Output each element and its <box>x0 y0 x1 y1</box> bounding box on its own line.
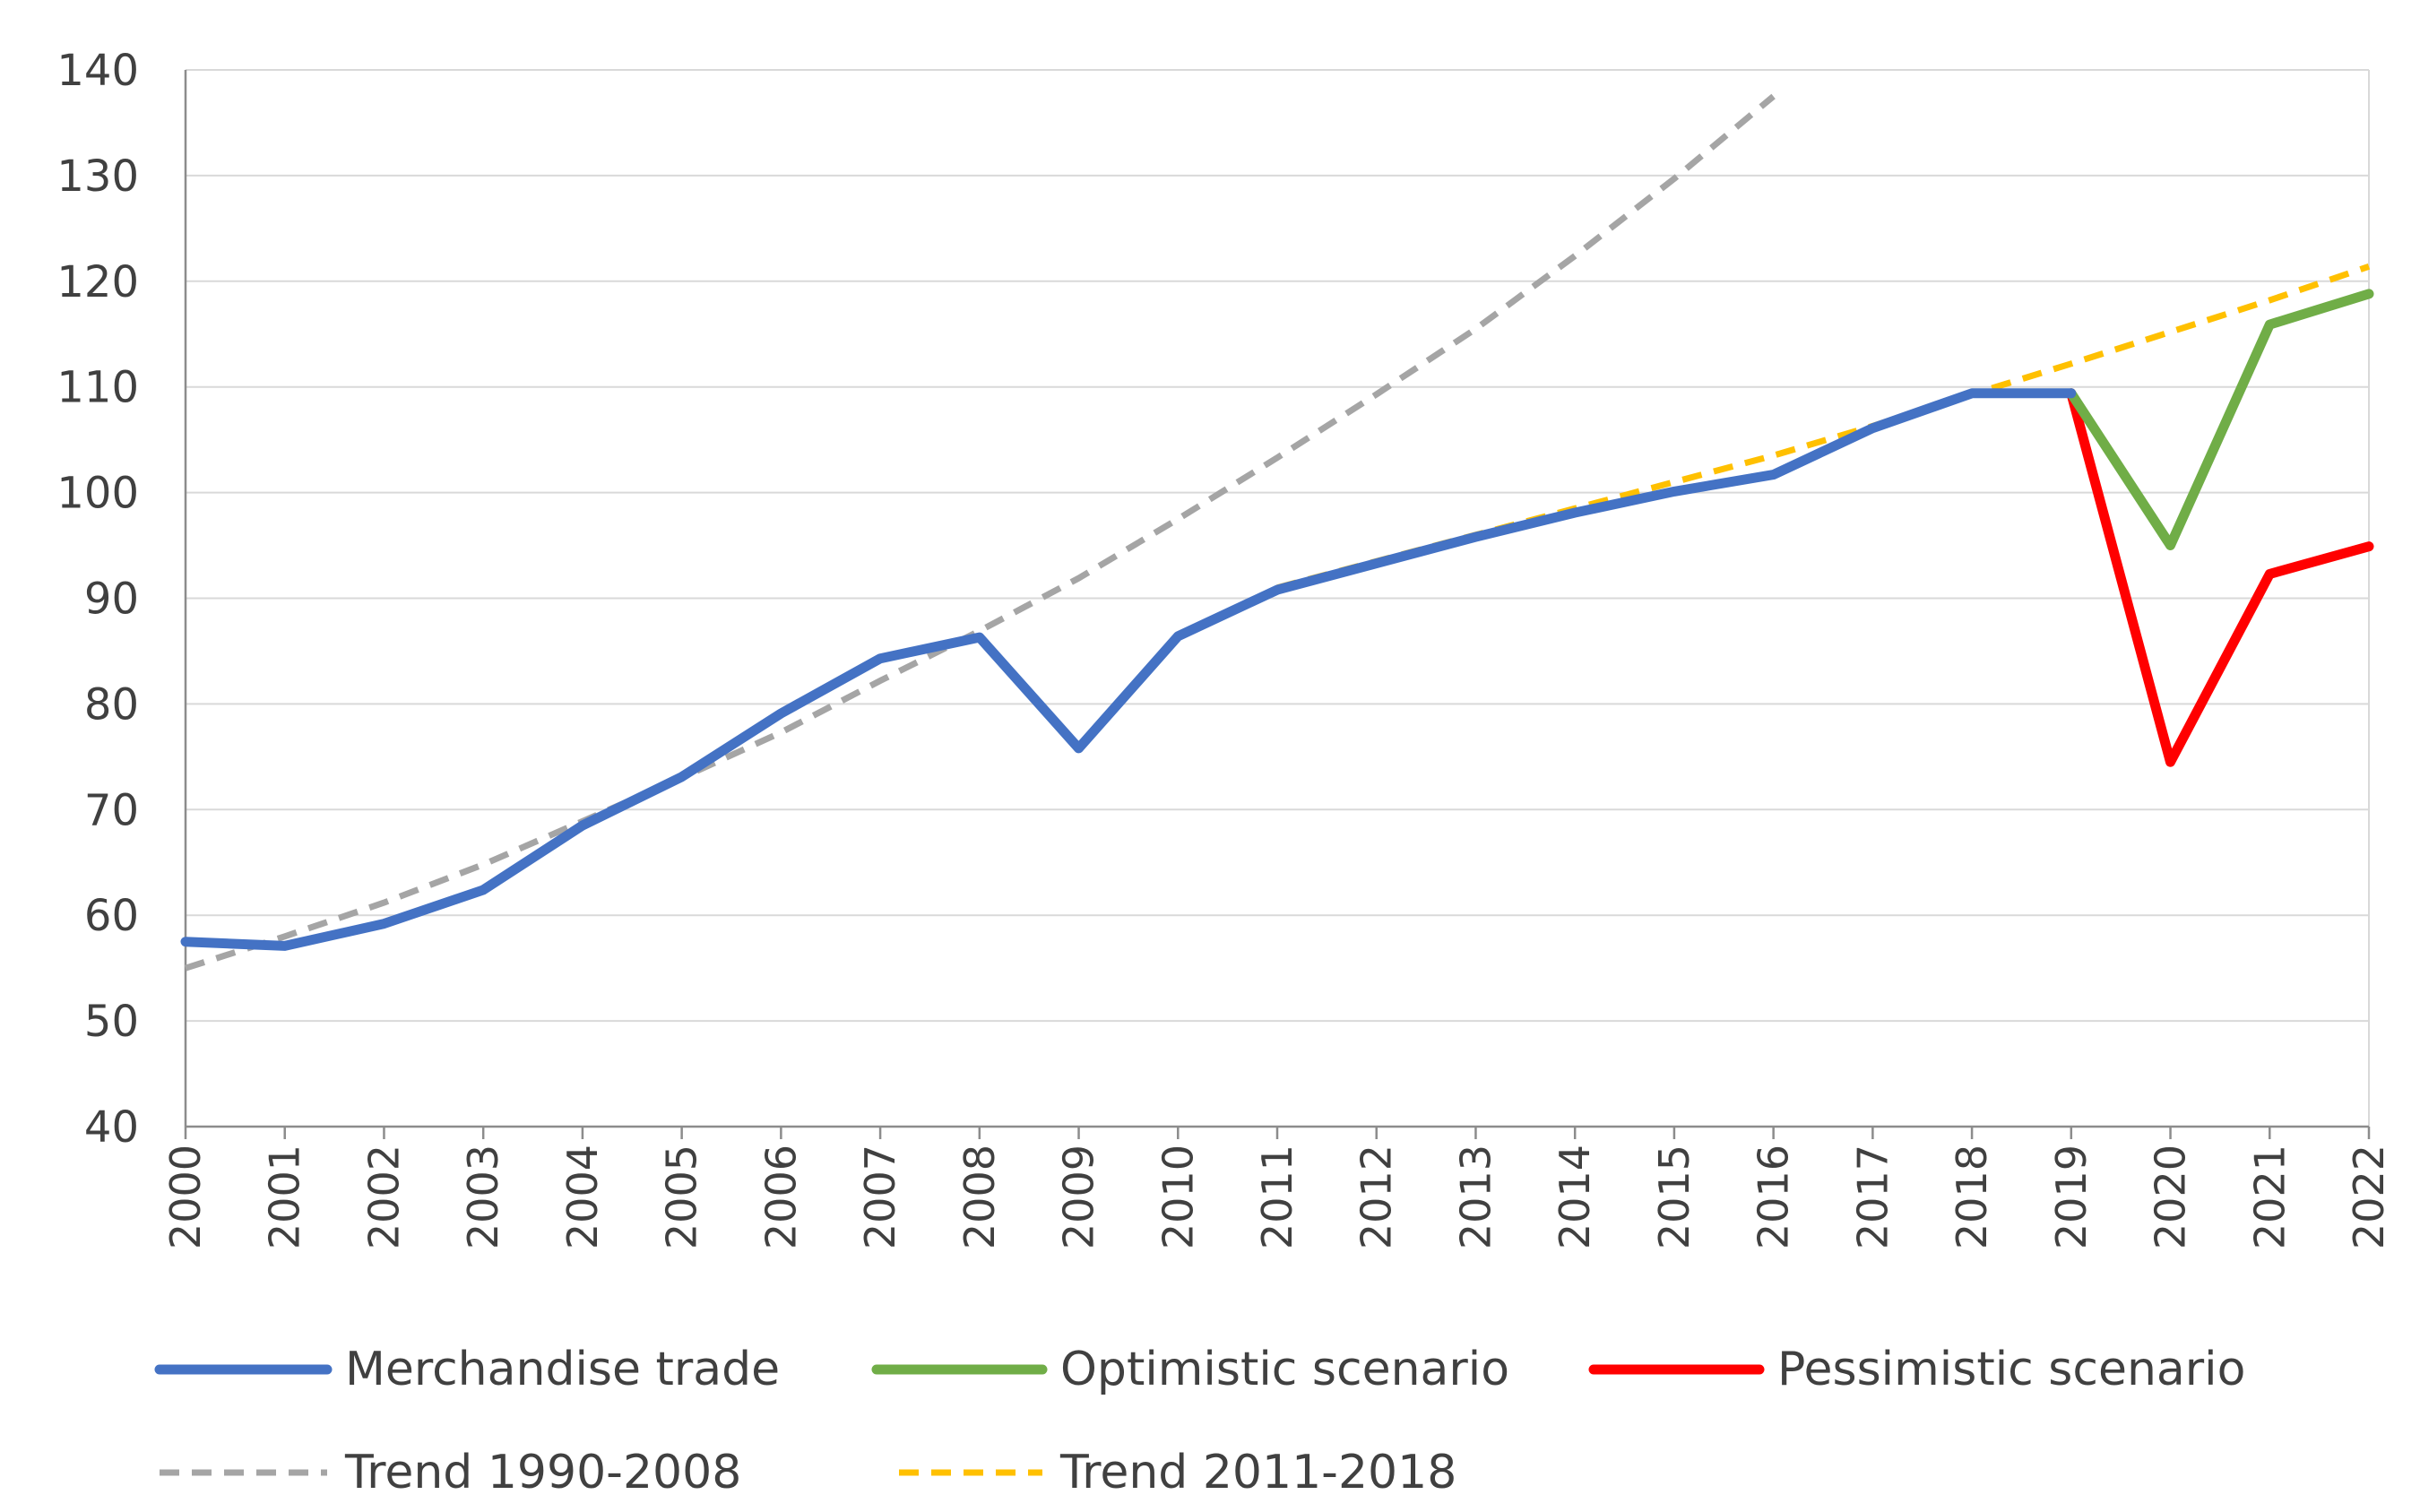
x-tick-label: 2003 <box>459 1145 507 1249</box>
x-tick-label: 2005 <box>658 1145 706 1249</box>
x-tick-label: 2013 <box>1451 1145 1500 1249</box>
y-tick-label: 40 <box>84 1102 139 1153</box>
series-lines <box>180 93 2374 972</box>
y-tick-label: 100 <box>56 469 139 519</box>
legend-label: Merchandise trade <box>345 1343 780 1396</box>
legend-label: Pessimistic scenario <box>1777 1343 2245 1396</box>
y-axis-tick-labels: 40 50 60 70 80 90 100 110 120 130 140 <box>56 46 139 1153</box>
x-tick-label: 2021 <box>2245 1145 2294 1249</box>
x-tick-label: 2008 <box>955 1145 1004 1249</box>
series-line-optimistic-scenario <box>2066 289 2374 550</box>
x-tick-label: 2012 <box>1353 1145 1401 1249</box>
y-tick-label: 60 <box>84 891 139 941</box>
axes <box>184 70 2371 1139</box>
y-tick-label: 90 <box>84 575 139 625</box>
x-tick-label: 2019 <box>2047 1145 2096 1249</box>
y-tick-label: 120 <box>56 257 139 307</box>
x-tick-label: 2001 <box>261 1145 309 1249</box>
y-tick-label: 130 <box>56 151 139 202</box>
y-tick-label: 80 <box>84 679 139 730</box>
y-tick-label: 110 <box>56 363 139 413</box>
x-tick-label: 2010 <box>1154 1145 1202 1249</box>
x-tick-label: 2015 <box>1650 1145 1698 1249</box>
x-tick-label: 2017 <box>1848 1145 1897 1249</box>
series-line-trend-1990-2008 <box>184 93 1776 972</box>
x-tick-label: 2002 <box>359 1145 408 1249</box>
y-tick-label: 70 <box>84 785 139 835</box>
x-tick-label: 2022 <box>2345 1145 2393 1249</box>
legend: Merchandise trade Optimistic scenario Pess… <box>154 1343 2245 1499</box>
series-line-pessimistic-scenario <box>2066 388 2374 767</box>
x-axis-tick-labels: 2000 2001 2002 2003 2004 2005 2006 2007 2008 2009… <box>161 1145 2393 1249</box>
legend-label: Optimistic scenario <box>1060 1343 1509 1396</box>
x-tick-label: 2011 <box>1253 1145 1301 1249</box>
y-tick-label: 50 <box>84 997 139 1047</box>
legend-label: Trend 2011-2018 <box>1059 1446 1456 1499</box>
x-tick-label: 2018 <box>1948 1145 1996 1249</box>
series-line-trend-2011-2018 <box>1276 263 2371 592</box>
gridlines <box>186 69 2369 1128</box>
x-tick-label: 2007 <box>856 1145 904 1249</box>
x-tick-label: 2014 <box>1551 1145 1599 1249</box>
x-tick-label: 2020 <box>2147 1145 2195 1249</box>
legend-label: Trend 1990-2008 <box>344 1446 741 1499</box>
x-tick-label: 2009 <box>1055 1145 1103 1249</box>
x-tick-label: 2004 <box>558 1145 607 1249</box>
x-tick-label: 2000 <box>161 1145 210 1249</box>
y-tick-label: 140 <box>56 46 139 96</box>
x-tick-label: 2006 <box>756 1145 805 1249</box>
x-tick-label: 2016 <box>1750 1145 1798 1249</box>
series-line-merchandise-trade <box>180 388 2077 951</box>
